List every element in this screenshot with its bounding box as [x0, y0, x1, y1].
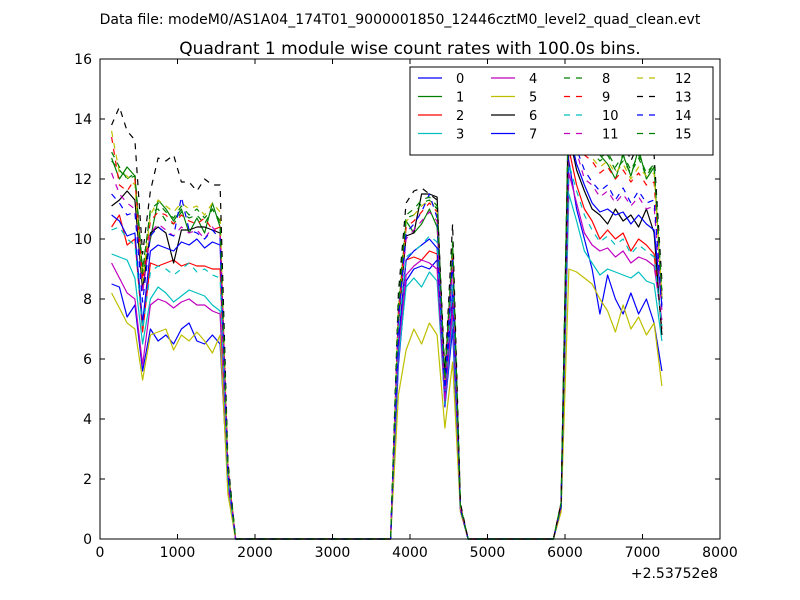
legend-label-11: 11 — [602, 128, 619, 143]
x-tick-label: 2000 — [237, 545, 273, 561]
legend-box — [409, 66, 714, 156]
legend-label-10: 10 — [602, 109, 619, 124]
series-line-13 — [111, 94, 663, 540]
legend-label-15: 15 — [675, 128, 692, 143]
legend-label-12: 12 — [675, 72, 692, 87]
x-tick-label: 3000 — [315, 545, 351, 561]
x-tick-label: 6000 — [547, 545, 583, 561]
legend-label-4: 4 — [529, 72, 537, 87]
x-axis-offset-label: +2.53752e8 — [631, 566, 718, 582]
y-tick-label: 16 — [74, 52, 92, 68]
series-line-10 — [111, 163, 663, 540]
series-line-5 — [111, 268, 663, 540]
x-axis: 0 1000 2000 3000 4000 5000 6000 7000 8000 — [96, 59, 738, 561]
legend-label-14: 14 — [675, 109, 692, 124]
y-tick-label: 8 — [83, 292, 92, 308]
figure-suptitle: Data file: modeM0/AS1A04_174T01_90000018… — [100, 12, 701, 28]
series-line-0 — [111, 160, 663, 540]
y-tick-label: 0 — [83, 532, 92, 548]
y-tick-label: 14 — [74, 112, 92, 128]
y-tick-label: 6 — [83, 352, 92, 368]
x-tick-label: 8000 — [702, 545, 738, 561]
legend-label-0: 0 — [456, 72, 464, 87]
legend-label-3: 3 — [456, 128, 464, 143]
axes-frame — [99, 58, 721, 540]
x-tick-label: 5000 — [470, 545, 506, 561]
y-tick-label: 4 — [83, 412, 92, 428]
y-tick-label: 10 — [74, 232, 92, 248]
series-line-15 — [111, 91, 663, 540]
x-tick-label: 0 — [96, 545, 105, 561]
legend-label-9: 9 — [602, 91, 610, 106]
legend-label-5: 5 — [529, 91, 537, 106]
y-tick-label: 12 — [74, 172, 92, 188]
series-line-1 — [111, 88, 663, 540]
series-line-11 — [111, 127, 663, 540]
series-line-14 — [111, 121, 663, 540]
legend-label-8: 8 — [602, 72, 610, 87]
x-tick-label: 4000 — [392, 545, 428, 561]
series-line-12 — [111, 100, 663, 540]
y-tick-label: 2 — [83, 472, 92, 488]
legend-label-1: 1 — [456, 91, 464, 106]
series-line-7 — [111, 130, 663, 540]
chart-title: Quadrant 1 module wise count rates with … — [179, 39, 640, 59]
legend-label-2: 2 — [456, 109, 464, 124]
series-line-3 — [111, 193, 663, 540]
legend-label-6: 6 — [529, 109, 537, 124]
series-line-9 — [111, 112, 663, 540]
legend-label-7: 7 — [529, 128, 537, 143]
legend-label-13: 13 — [675, 91, 692, 106]
x-tick-label: 1000 — [160, 545, 196, 561]
series-line-6 — [111, 133, 663, 540]
x-tick-label: 7000 — [625, 545, 661, 561]
series-line-4 — [111, 172, 663, 540]
